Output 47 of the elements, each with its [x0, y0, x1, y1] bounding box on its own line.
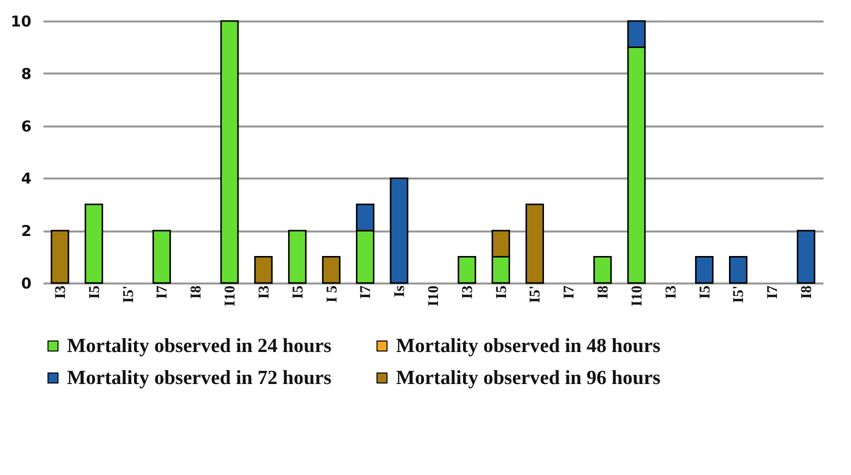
x-tick-label: I8 — [596, 286, 612, 299]
x-tick-label: I10 — [426, 286, 442, 306]
y-tick-label: 4 — [21, 170, 32, 188]
x-tick-label: I7 — [562, 285, 578, 299]
y-tick-label: 0 — [21, 274, 32, 292]
x-tick-label: I8 — [188, 286, 205, 299]
bar — [288, 230, 307, 284]
bar — [728, 256, 748, 284]
bar — [254, 256, 273, 284]
bar — [796, 230, 816, 284]
x-tick-label: I3 — [460, 286, 476, 299]
bar — [50, 230, 70, 284]
x-tick-label: I5' — [120, 286, 137, 304]
legend-label: Mortality observed in 48 hours — [396, 335, 661, 357]
bar — [152, 230, 171, 284]
legend-label: Mortality observed in 96 hours — [396, 367, 661, 389]
x-tick-label: I5' — [528, 286, 544, 304]
y-tick-label: 6 — [21, 117, 32, 136]
bar — [526, 204, 544, 284]
x-tick-label: I5 — [494, 286, 510, 299]
x-tick-label: I5' — [731, 286, 748, 304]
x-tick-label: I3 — [663, 286, 680, 299]
bar — [593, 256, 612, 284]
y-tick-label: 2 — [21, 222, 32, 240]
x-tick-label: I7 — [358, 285, 374, 299]
bar — [695, 256, 714, 284]
bar — [458, 256, 476, 284]
x-tick-label: I5 — [86, 286, 103, 299]
x-tick-label: I10 — [629, 286, 646, 306]
x-tick-label: I5 — [290, 286, 306, 299]
x-tick-label: I8 — [799, 286, 816, 299]
bar — [84, 204, 104, 284]
x-tick-label: I3 — [52, 286, 69, 299]
x-tick-label: I10 — [222, 286, 239, 306]
bar — [220, 20, 239, 284]
legend-label: Mortality observed in 24 hours — [67, 335, 332, 357]
bar — [390, 177, 408, 284]
bar — [322, 256, 340, 284]
x-tick-label: I7 — [154, 285, 171, 299]
legend-label: Mortality observed in 72 hours — [67, 367, 332, 389]
y-tick-label: 10 — [10, 12, 32, 30]
x-tick-label: I5 — [697, 286, 714, 299]
x-tick-label: I7 — [765, 285, 782, 299]
x-tick-label: I3 — [256, 286, 272, 299]
x-tick-label: I 5 — [324, 286, 340, 303]
x-tick-label: Is — [392, 285, 408, 298]
y-tick-label: 8 — [21, 64, 32, 83]
